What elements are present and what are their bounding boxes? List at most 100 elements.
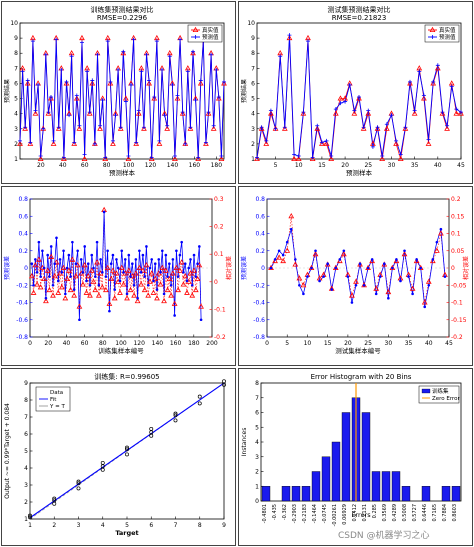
y2-tick-label: 0 <box>214 279 218 286</box>
data-point <box>164 286 171 293</box>
data-point <box>185 279 189 283</box>
data-point <box>458 110 464 116</box>
data-point <box>366 266 370 270</box>
data-point <box>73 95 80 101</box>
data-point <box>28 515 32 520</box>
data-point <box>33 108 38 113</box>
data-point <box>41 249 44 253</box>
panel-test-error: 0 5 10 15 20 25 30 35 40 45 -0.8 -0.6 -0.4 -0.2 0 0.2 0.… <box>238 186 473 366</box>
bin-label: 0.3569 <box>382 504 388 522</box>
data-point <box>131 292 137 298</box>
data-point <box>69 275 72 278</box>
y-axis-label: 预测结果 <box>240 79 248 103</box>
data-point <box>151 95 158 101</box>
data-point <box>121 49 126 54</box>
data-point <box>291 155 297 162</box>
data-point <box>453 110 460 116</box>
data-point <box>150 289 157 295</box>
x-tick-label: 30 <box>385 340 393 347</box>
y-tick-label: -0.8 <box>16 334 28 341</box>
data-point <box>36 82 41 87</box>
y-tick-label: 1 <box>24 516 28 523</box>
x-axis-label: Target <box>115 529 138 537</box>
y2-tick-label: -0.1 <box>451 300 463 307</box>
data-point <box>24 80 31 86</box>
data-point <box>177 267 183 273</box>
data-point <box>159 271 162 274</box>
data-point <box>100 98 105 103</box>
y-tick-label: 5 <box>255 424 259 431</box>
data-point <box>74 93 79 98</box>
data-point <box>385 288 392 295</box>
x-tick-label: 20 <box>344 340 352 347</box>
x-tick-label: 15 <box>324 340 332 347</box>
bin-label: 0.6446 <box>422 504 428 522</box>
data-point <box>58 284 65 290</box>
x-tick-label: 40 <box>425 340 433 347</box>
x-tick-label: 6 <box>149 522 153 529</box>
y2-tick-label: 0.15 <box>451 213 465 220</box>
data-point <box>198 245 201 248</box>
data-point <box>127 253 131 257</box>
data-point <box>120 249 124 253</box>
data-point <box>76 486 81 491</box>
data-point <box>155 288 159 291</box>
test-error-chart: 0 5 10 15 20 25 30 35 40 45 -0.8 -0.6 -0.4 -0.2 0 0.2 0.… <box>240 196 470 355</box>
data-point <box>102 286 109 293</box>
data-point <box>143 275 146 278</box>
data-point <box>32 262 39 268</box>
data-point <box>187 270 194 276</box>
data-point <box>118 264 125 270</box>
data-point <box>184 289 190 295</box>
data-point <box>360 125 367 131</box>
y-tick-label: 4 <box>24 465 28 472</box>
y-tick-label: 0.6 <box>255 213 265 220</box>
histogram-bar <box>331 441 341 502</box>
x-tick-label: 100 <box>123 162 135 169</box>
data-point <box>148 266 152 270</box>
data-point <box>171 300 178 306</box>
data-point <box>289 227 293 231</box>
histogram-bar <box>321 456 331 502</box>
data-point <box>62 295 69 301</box>
y-tick-label: 7 <box>14 65 18 72</box>
x-tick-label: 25 <box>364 340 372 347</box>
data-point <box>423 305 427 309</box>
y-tick-label: 6 <box>24 431 28 438</box>
data-point <box>408 79 412 84</box>
legend-label: 真实值 <box>439 26 456 34</box>
data-point <box>123 99 128 104</box>
data-point <box>255 155 259 160</box>
data-point <box>178 37 183 42</box>
data-point <box>370 144 375 149</box>
series-line <box>270 229 446 307</box>
data-point <box>71 240 74 244</box>
data-point <box>55 125 62 131</box>
data-point <box>60 264 67 270</box>
data-point <box>398 152 403 157</box>
data-point <box>28 273 35 279</box>
chart-title: 训练集: R=0.99605 <box>94 372 159 381</box>
data-point <box>361 125 366 130</box>
data-point <box>125 292 129 296</box>
data-point <box>67 253 71 257</box>
data-point <box>411 110 418 116</box>
data-point <box>132 270 139 276</box>
data-point <box>139 69 144 74</box>
data-point <box>215 95 222 101</box>
data-point <box>393 140 399 146</box>
data-point <box>85 279 88 283</box>
data-point <box>88 267 95 273</box>
data-point <box>375 125 380 130</box>
data-point <box>53 262 57 265</box>
data-point <box>175 249 178 253</box>
x-axis-label: 预测样本 <box>346 168 373 177</box>
data-point <box>69 256 76 262</box>
data-point <box>46 110 51 115</box>
data-point <box>127 286 134 293</box>
fit-line <box>29 382 225 519</box>
data-point <box>333 107 338 112</box>
data-point <box>129 82 134 87</box>
data-point <box>25 78 30 83</box>
y-tick-label: 7 <box>251 65 255 72</box>
